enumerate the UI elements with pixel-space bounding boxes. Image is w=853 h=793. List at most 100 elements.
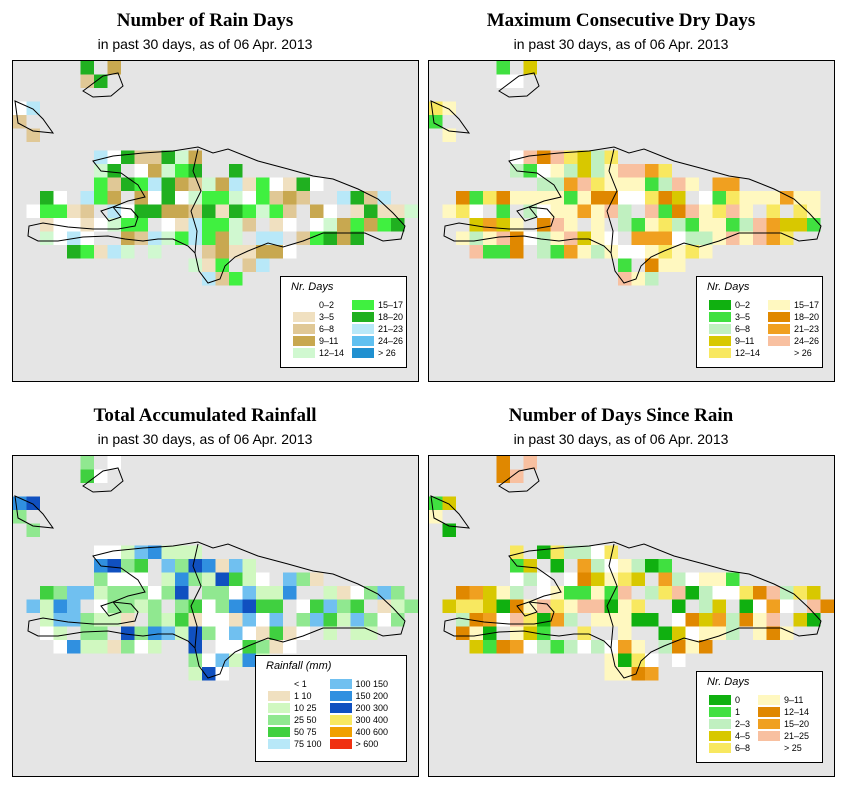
grid-cell xyxy=(107,545,121,559)
grid-cell xyxy=(496,456,510,470)
legend-item: 2–3 xyxy=(709,718,750,729)
grid-cell xyxy=(215,626,229,640)
grid-cell xyxy=(323,626,337,640)
grid-cell xyxy=(766,191,780,205)
legend-label: 3–5 xyxy=(319,311,335,322)
grid-cell xyxy=(469,586,483,600)
grid-cell xyxy=(685,204,699,218)
grid-cell xyxy=(658,640,672,654)
legend-title: Nr. Days xyxy=(707,281,750,293)
grid-cell xyxy=(107,245,121,259)
grid-cell xyxy=(442,101,456,115)
legend-label: 3–5 xyxy=(735,311,751,322)
grid-cell xyxy=(618,626,632,640)
lake-outline xyxy=(100,601,122,617)
grid-cell xyxy=(148,545,162,559)
grid-cell xyxy=(496,640,510,654)
grid-cell xyxy=(121,150,135,164)
grid-cell xyxy=(269,177,283,191)
legend-item: 21–23 xyxy=(352,323,403,334)
map-rain-days xyxy=(12,60,419,382)
legend-item: 15–17 xyxy=(352,299,403,310)
grid-cell xyxy=(26,496,40,510)
country-border xyxy=(606,543,618,649)
legend-label: 6–8 xyxy=(735,742,751,753)
legend-swatch xyxy=(709,694,731,705)
grid-cell xyxy=(591,586,605,600)
grid-cell xyxy=(121,231,135,245)
grid-cell xyxy=(510,191,524,205)
grid-cell xyxy=(685,218,699,232)
grid-cell xyxy=(40,599,54,613)
grid-cell xyxy=(175,164,189,178)
grid-cell xyxy=(429,115,443,129)
legend-label: > 26 xyxy=(378,347,396,358)
legend-item: 3–5 xyxy=(293,311,344,322)
grid-cell xyxy=(537,245,551,259)
legend-item: 3–5 xyxy=(709,311,760,322)
grid-cell xyxy=(739,191,753,205)
grid-cell xyxy=(645,667,659,681)
grid-cell xyxy=(550,613,564,627)
grid-cell xyxy=(350,626,364,640)
grid-cell xyxy=(202,204,216,218)
grid-cell xyxy=(631,667,645,681)
grid-cell xyxy=(672,177,686,191)
grid-cell xyxy=(202,559,216,573)
grid-cell xyxy=(456,231,470,245)
grid-cell xyxy=(256,599,270,613)
grid-cell xyxy=(726,191,740,205)
grid-cell xyxy=(215,613,229,627)
grid-cell xyxy=(26,128,40,142)
grid-cell xyxy=(80,74,94,88)
grid-cell xyxy=(766,626,780,640)
legend-swatch xyxy=(329,678,352,689)
grid-cell xyxy=(215,572,229,586)
grid-cell xyxy=(269,204,283,218)
grid-cell xyxy=(202,613,216,627)
grid-cell xyxy=(202,231,216,245)
grid-cell xyxy=(604,572,618,586)
grid-cell xyxy=(766,613,780,627)
grid-cell xyxy=(591,245,605,259)
grid-cell xyxy=(121,245,135,259)
legend-label: 18–20 xyxy=(378,311,404,322)
grid-cell xyxy=(807,599,821,613)
grid-cells xyxy=(13,61,418,286)
grid-cell xyxy=(672,626,686,640)
legend-item: 0–2 xyxy=(293,299,344,310)
grid-cell xyxy=(618,599,632,613)
grid-cell xyxy=(564,586,578,600)
grid-cell xyxy=(631,177,645,191)
legend-item: < 1 xyxy=(268,678,322,689)
grid-cell xyxy=(712,191,726,205)
legend-swatch xyxy=(709,706,731,717)
grid-cell xyxy=(577,191,591,205)
grid-cell xyxy=(53,626,67,640)
grid-cell xyxy=(121,218,135,232)
grid-cell xyxy=(591,599,605,613)
grid-cell xyxy=(645,586,659,600)
grid-cell xyxy=(350,599,364,613)
grid-cell xyxy=(121,545,135,559)
grid-cell xyxy=(269,218,283,232)
grid-cell xyxy=(645,218,659,232)
grid-cell xyxy=(631,572,645,586)
grid-cell xyxy=(712,599,726,613)
grid-cell xyxy=(121,177,135,191)
grid-cell xyxy=(550,559,564,573)
legend-swatch xyxy=(329,726,352,737)
grid-cell xyxy=(469,231,483,245)
grid-cell xyxy=(591,150,605,164)
legend-swatch xyxy=(293,347,315,358)
grid-cell xyxy=(107,456,121,470)
grid-cell xyxy=(631,245,645,259)
grid-cell xyxy=(645,258,659,272)
grid-cell xyxy=(793,586,807,600)
grid-cell xyxy=(496,586,510,600)
grid-cell xyxy=(726,231,740,245)
grid-cell xyxy=(148,150,162,164)
grid-cell xyxy=(229,272,243,286)
grid-cell xyxy=(94,613,108,627)
grid-cell xyxy=(604,559,618,573)
